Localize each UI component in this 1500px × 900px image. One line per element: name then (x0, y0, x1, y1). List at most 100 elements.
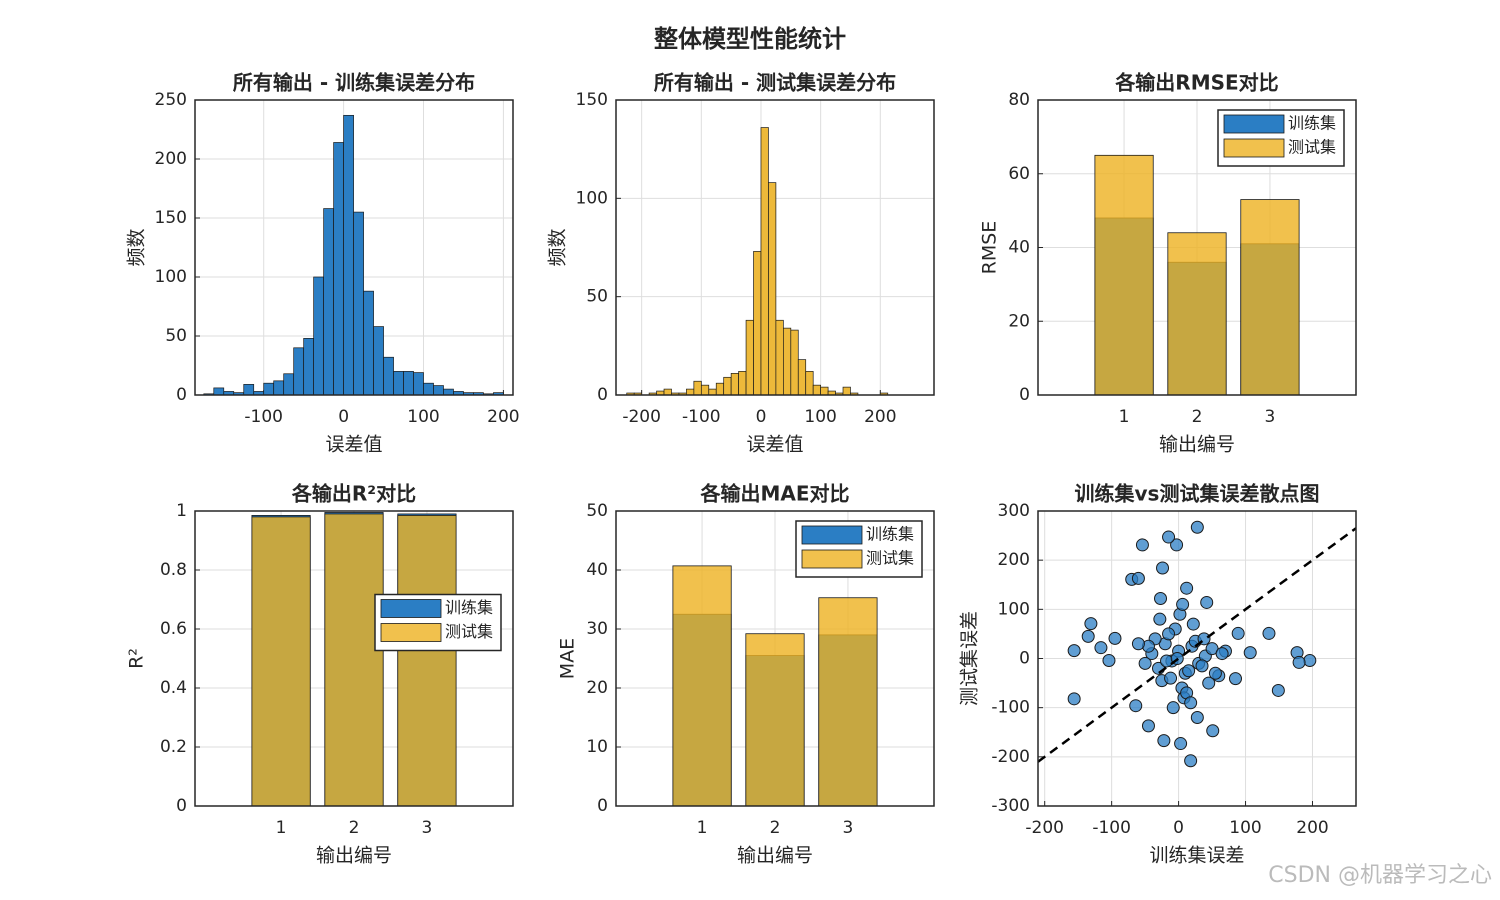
legend-swatch (380, 599, 442, 618)
scatter-point (1271, 683, 1285, 697)
histogram-bar (403, 371, 414, 395)
scatter-point (1162, 530, 1176, 544)
scatter-point (1067, 644, 1081, 658)
scatter-point (1186, 617, 1200, 631)
legend-label: 测试集 (866, 549, 914, 568)
histogram-bar (443, 388, 454, 395)
y-tick-label: 250 (155, 90, 187, 110)
y-tick-label: 100 (998, 599, 1030, 619)
histogram-bar (433, 385, 444, 395)
y-axis-label: MAE (557, 638, 579, 679)
legend-label: 训练集 (1288, 114, 1336, 133)
x-axis-label: 输出编号 (316, 845, 392, 867)
axes-frame (194, 99, 514, 396)
histogram-bar (213, 387, 225, 395)
y-axis-label: R² (126, 648, 148, 669)
bar (1094, 154, 1154, 395)
x-tick-label: 100 (407, 407, 439, 427)
legend-label: 训练集 (866, 525, 914, 544)
legend-swatch (380, 623, 442, 642)
y-tick-label: 20 (586, 678, 608, 698)
y-tick-label: 50 (586, 501, 608, 521)
y-tick-label: 50 (586, 287, 608, 307)
y-tick-label: 30 (586, 619, 608, 639)
axes-frame (1037, 510, 1357, 807)
y-tick-label: 60 (1008, 164, 1030, 184)
x-tick-label: 100 (804, 407, 836, 427)
histogram-bar (383, 356, 394, 395)
y-tick-label: 150 (576, 90, 608, 110)
watermark: CSDN @机器学习之心 (1268, 863, 1492, 888)
y-tick-label: -100 (991, 698, 1030, 718)
scatter-point (1157, 734, 1171, 748)
histogram-bar (353, 211, 364, 395)
scatter-point (1292, 655, 1306, 669)
histogram-bar (263, 382, 275, 395)
x-tick-label: 0 (756, 407, 767, 427)
scatter-point (1162, 627, 1176, 641)
histogram-bar (283, 373, 295, 395)
scatter-point (1081, 629, 1095, 643)
y-tick-label: 150 (155, 208, 187, 228)
histogram-bar (708, 388, 717, 395)
histogram-bar (686, 388, 695, 395)
y-tick-label: -200 (991, 747, 1030, 767)
scatter-point (1190, 711, 1204, 724)
subplot-title: 各输出RMSE对比 (1114, 71, 1278, 95)
y-tick-label: 80 (1008, 90, 1030, 110)
reference-line (1038, 527, 1356, 763)
figure-title: 整体模型性能统计 (654, 25, 846, 53)
scatter-point (1135, 538, 1149, 552)
axes-frame (615, 510, 935, 807)
histogram-bar (273, 380, 285, 395)
marks (1038, 520, 1356, 768)
histogram-bar (293, 347, 305, 395)
histogram-bar (303, 338, 315, 395)
histogram-bar (333, 142, 344, 395)
y-tick-label: 40 (1008, 238, 1030, 258)
x-tick-label: 1 (1119, 407, 1130, 427)
legend-label: 测试集 (445, 622, 493, 641)
histogram-bar (812, 384, 821, 395)
histogram-bar (760, 127, 769, 395)
x-tick-label: 1 (276, 818, 287, 838)
x-tick-label: 3 (422, 818, 433, 838)
histogram-bar (738, 371, 747, 395)
x-axis-label: 输出编号 (737, 845, 813, 867)
x-tick-label: 2 (349, 818, 360, 838)
scatter-point (1170, 538, 1184, 552)
y-tick-label: 200 (155, 149, 187, 169)
scatter-point (1084, 617, 1098, 631)
scatter-point (1184, 754, 1198, 768)
y-tick-label: 300 (998, 501, 1030, 521)
x-tick-label: 0 (1173, 818, 1184, 838)
histogram-bar (820, 386, 829, 395)
x-axis-label: 误差值 (325, 434, 382, 456)
y-tick-label: 1 (176, 501, 187, 521)
histogram-bar (693, 380, 702, 395)
legend-swatch (801, 525, 863, 545)
x-axis-label: 输出编号 (1159, 434, 1235, 456)
histogram-bar (373, 326, 384, 395)
bar (324, 513, 384, 806)
histogram-bar (723, 376, 732, 395)
x-tick-label: 3 (1265, 407, 1276, 427)
x-axis-label: 误差值 (746, 434, 803, 456)
scatter-point (1200, 595, 1214, 609)
marks (251, 512, 457, 806)
y-tick-label: 0.2 (160, 737, 187, 757)
histogram-bar (745, 319, 754, 395)
histogram-bar (842, 386, 851, 395)
x-tick-label: 200 (487, 407, 519, 427)
scatter-point (1262, 626, 1276, 640)
scatter-point (1094, 641, 1108, 655)
x-tick-label: -100 (682, 407, 721, 427)
legend-swatch (1223, 114, 1285, 134)
histogram-bar (243, 384, 255, 395)
subplot: 0 50 100 150 200 250 -100 0 100 200 所有输出 - 训练集误差分布… (126, 71, 520, 456)
histogram-bar (493, 392, 504, 395)
bar (745, 633, 805, 806)
